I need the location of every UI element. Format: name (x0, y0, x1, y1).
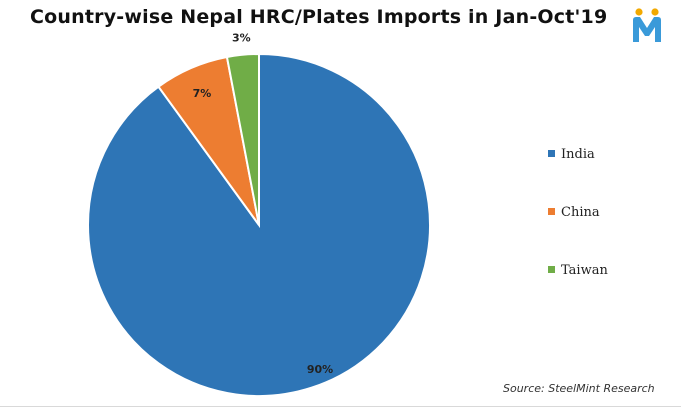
logo-dot-right (651, 8, 659, 16)
chart-title: Country-wise Nepal HRC/Plates Imports in… (30, 6, 608, 28)
bottom-divider (0, 406, 681, 407)
legend-swatch-india (548, 150, 555, 157)
pie-slice-india (87, 52, 431, 397)
legend-label-taiwan: Taiwan (561, 263, 608, 278)
legend-swatch-china (548, 208, 555, 215)
legend-item-china: China (548, 204, 600, 222)
legend-item-india: India (548, 146, 595, 164)
legend-item-taiwan: Taiwan (548, 262, 608, 280)
data-label-india: 90% (307, 363, 333, 376)
pie-data-labels: 90% 7% 3% (193, 32, 334, 376)
data-label-taiwan: 3% (232, 32, 251, 45)
pie-slice-taiwan (225, 52, 260, 226)
steelmint-logo-icon (633, 8, 661, 42)
pie-slices (87, 52, 431, 397)
source-note: Source: SteelMint Research (503, 382, 655, 395)
data-label-china: 7% (193, 87, 212, 100)
legend-label-china: China (561, 205, 600, 220)
logo-m-shape (633, 17, 661, 42)
logo-dot-left (635, 8, 643, 16)
legend-swatch-taiwan (548, 266, 555, 273)
legend-label-india: India (561, 147, 595, 162)
